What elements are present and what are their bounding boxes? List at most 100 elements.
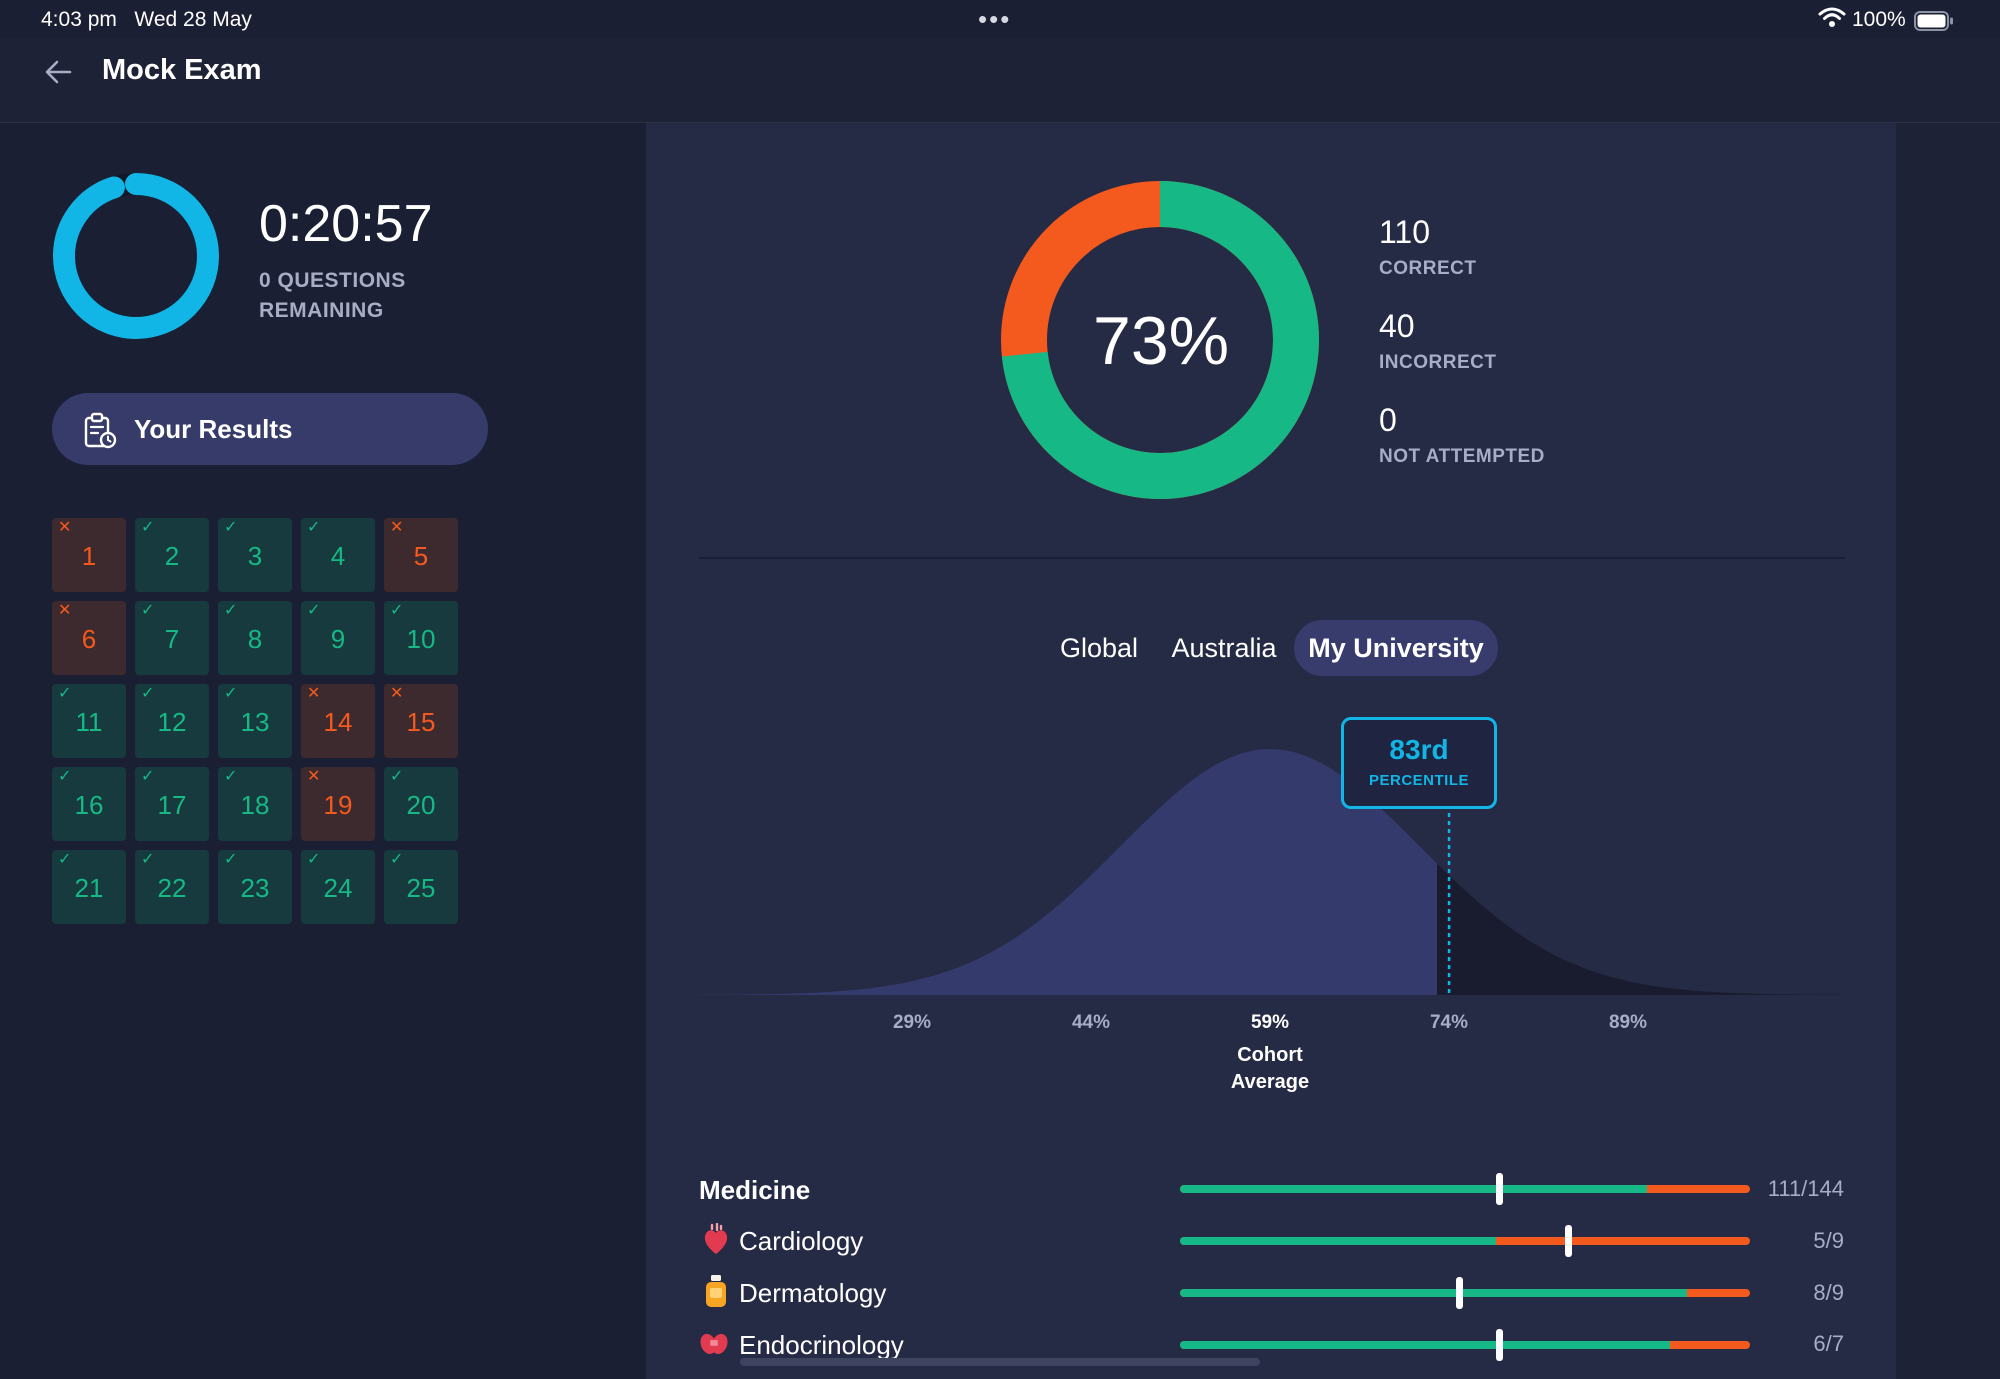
clipboard-clock-icon [84,412,117,449]
section-divider [699,557,1845,559]
question-cell-17[interactable]: ✓ 17 [135,767,209,841]
topic-name-endocrinology: Endocrinology [739,1330,904,1360]
question-number: 1 [81,540,97,571]
question-cell-22[interactable]: ✓ 22 [135,850,209,924]
question-cell-7[interactable]: ✓ 7 [135,601,209,675]
question-cell-1[interactable]: ✕ 1 [52,518,126,592]
percentile-value: 83rd [1389,734,1449,765]
question-number: 17 [157,789,187,820]
topic-score-endocrinology: 6/7 [1813,1331,1844,1356]
x-tick-average: 59% [1250,1012,1290,1033]
back-button[interactable] [40,54,76,90]
x-tick: 44% [1071,1012,1111,1033]
tab-my-university[interactable]: My University [1294,620,1498,676]
question-number: 25 [406,872,436,903]
topic-bar-correct [1180,1237,1497,1245]
topic-bar-medicine [1180,1185,1750,1193]
x-tick: 29% [892,1012,932,1033]
question-number: 2 [164,540,180,571]
topic-name-dermatology: Dermatology [739,1278,887,1308]
question-number: 13 [240,706,270,737]
incorrect-count: 40 [1379,308,1415,344]
question-cell-24[interactable]: ✓ 24 [301,850,375,924]
question-cell-11[interactable]: ✓ 11 [52,684,126,758]
question-number: 10 [406,623,436,654]
ellipsis-icon[interactable]: ••• [978,4,1012,34]
topic-bar-correct [1180,1185,1648,1193]
timer-ring [53,173,219,339]
incorrect-label: INCORRECT [1379,352,1497,373]
x-tick: 89% [1608,1012,1648,1033]
check-icon: ✓ [390,851,404,868]
topic-score-dermatology: 8/9 [1813,1280,1844,1305]
question-cell-18[interactable]: ✓ 18 [218,767,292,841]
question-cell-6[interactable]: ✕ 6 [52,601,126,675]
topic-bar-correct [1180,1341,1671,1349]
scroll-indicator[interactable] [740,1358,1260,1366]
question-cell-16[interactable]: ✓ 16 [52,767,126,841]
check-icon: ✓ [224,685,238,702]
cross-icon: ✕ [307,685,321,702]
question-number: 3 [247,540,263,571]
cohort-above-area [1437,863,1845,995]
question-number: 18 [240,789,270,820]
tab-australia[interactable]: Australia [1171,633,1277,663]
question-cell-5[interactable]: ✕ 5 [384,518,458,592]
tab-global[interactable]: Global [1059,633,1139,663]
question-cell-8[interactable]: ✓ 8 [218,601,292,675]
topic-bar-dermatology [1180,1289,1750,1297]
right-margin [1896,123,2000,1379]
topic-score-medicine: 111/144 [1767,1176,1844,1201]
status-time-date: 4:03 pm Wed 28 May [41,8,252,31]
check-icon: ✓ [141,768,155,785]
check-icon: ✓ [224,519,238,536]
cohort-marker [1496,1329,1504,1361]
question-cell-14[interactable]: ✕ 14 [301,684,375,758]
question-cell-12[interactable]: ✓ 12 [135,684,209,758]
check-icon: ✓ [141,851,155,868]
question-number: 21 [74,872,104,903]
question-number: 15 [406,706,436,737]
topic-bar-correct [1180,1289,1688,1297]
check-icon: ✓ [141,519,155,536]
your-results-button[interactable] [52,393,488,465]
not-attempted-label: NOT ATTEMPTED [1379,446,1545,467]
question-number: 5 [413,540,429,571]
question-cell-20[interactable]: ✓ 20 [384,767,458,841]
topic-bar-endocrinology [1180,1341,1750,1349]
question-number: 6 [81,623,97,654]
check-icon: ✓ [58,685,72,702]
question-cell-13[interactable]: ✓ 13 [218,684,292,758]
heart-icon [704,1223,728,1254]
question-cell-21[interactable]: ✓ 21 [52,850,126,924]
question-cell-10[interactable]: ✓ 10 [384,601,458,675]
percentile-label: PERCENTILE [1368,772,1469,789]
check-icon: ✓ [224,602,238,619]
question-cell-3[interactable]: ✓ 3 [218,518,292,592]
question-cell-4[interactable]: ✓ 4 [301,518,375,592]
timer-value: 0:20:57 [259,195,433,253]
gland-icon [700,1333,728,1354]
check-icon: ✓ [307,519,321,536]
cohort-marker [1456,1277,1464,1309]
question-number: 14 [323,706,353,737]
check-icon: ✓ [307,851,321,868]
score-distribution-chart [699,749,1845,995]
question-cell-23[interactable]: ✓ 23 [218,850,292,924]
battery-percent: 100% [1852,8,1906,31]
question-number: 23 [240,872,270,903]
correct-count: 110 [1379,214,1431,250]
question-cell-19[interactable]: ✕ 19 [301,767,375,841]
question-cell-15[interactable]: ✕ 15 [384,684,458,758]
question-number: 7 [164,623,180,654]
check-icon: ✓ [141,602,155,619]
question-cell-9[interactable]: ✓ 9 [301,601,375,675]
cohort-marker [1496,1173,1504,1205]
topic-name-medicine: Medicine [699,1175,811,1205]
x-tick: 74% [1429,1012,1469,1033]
question-cell-2[interactable]: ✓ 2 [135,518,209,592]
cross-icon: ✕ [390,519,404,536]
cross-icon: ✕ [58,519,72,536]
correct-label: CORRECT [1379,258,1477,279]
question-cell-25[interactable]: ✓ 25 [384,850,458,924]
